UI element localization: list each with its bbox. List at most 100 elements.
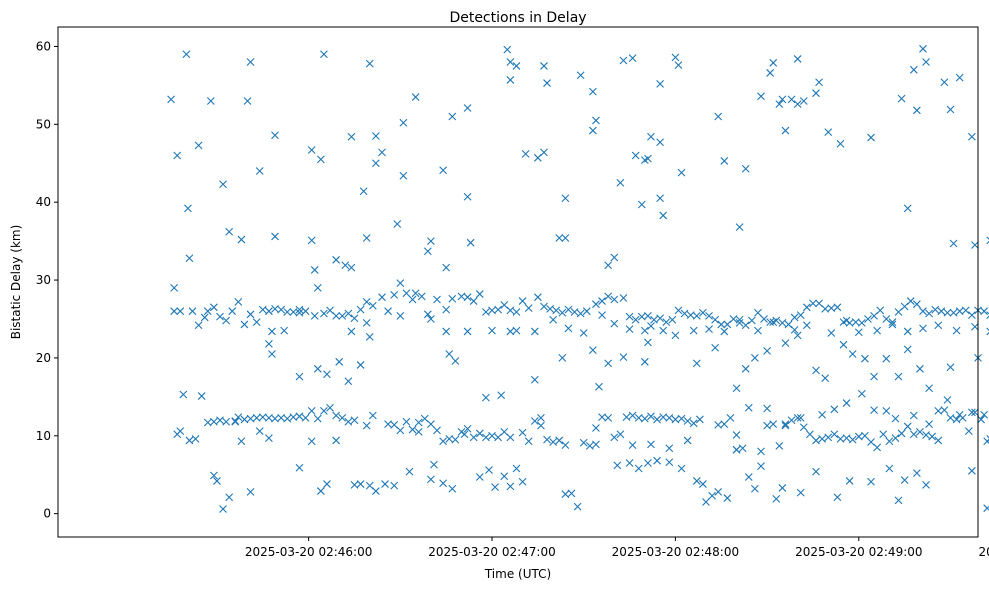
data-point	[619, 353, 628, 362]
data-point	[971, 408, 979, 417]
data-point	[393, 220, 402, 228]
data-point	[365, 59, 374, 68]
data-point	[362, 297, 371, 306]
data-point	[769, 58, 778, 67]
data-point	[983, 504, 989, 513]
data-point	[824, 433, 833, 442]
data-point	[246, 487, 255, 496]
data-point	[307, 437, 316, 446]
data-point	[307, 146, 316, 154]
data-point	[295, 305, 304, 314]
data-point	[916, 427, 924, 436]
data-point	[295, 372, 304, 381]
data-point	[741, 364, 750, 373]
data-point	[766, 318, 775, 326]
data-point	[671, 331, 680, 340]
data-point	[977, 415, 985, 424]
data-point	[543, 435, 551, 444]
data-point	[442, 263, 451, 272]
data-point	[265, 340, 273, 348]
data-point	[625, 459, 634, 467]
data-point	[763, 404, 771, 413]
data-point	[506, 306, 515, 315]
data-point	[488, 326, 496, 335]
y-tick-label: 60	[36, 39, 51, 53]
data-point	[610, 319, 619, 328]
data-point	[653, 415, 661, 424]
data-point	[518, 477, 527, 486]
data-point	[799, 423, 808, 432]
data-point	[576, 309, 585, 318]
data-point	[604, 359, 613, 368]
data-point	[616, 178, 625, 187]
data-point	[540, 148, 548, 157]
data-point	[717, 320, 726, 329]
x-axis-label: Time (UTC)	[484, 567, 551, 581]
data-point	[894, 496, 903, 505]
data-point	[301, 413, 310, 422]
data-point	[741, 321, 750, 330]
data-point	[735, 318, 744, 327]
data-point	[185, 254, 194, 263]
data-point	[350, 416, 359, 425]
data-point	[598, 311, 606, 319]
data-point	[644, 338, 652, 347]
data-point	[518, 428, 527, 437]
data-point	[986, 435, 989, 443]
data-point	[604, 292, 613, 301]
data-point	[610, 295, 619, 304]
data-point	[512, 308, 521, 316]
data-point	[423, 247, 432, 256]
data-point	[604, 413, 613, 422]
data-point	[255, 427, 264, 435]
data-point	[237, 437, 246, 446]
data-point	[937, 307, 946, 316]
data-point	[934, 321, 943, 330]
data-point	[763, 421, 771, 430]
data-point	[350, 480, 359, 489]
data-point	[546, 304, 554, 313]
data-point	[848, 435, 857, 444]
data-point	[821, 374, 830, 383]
data-point	[231, 417, 240, 426]
data-point	[726, 413, 735, 422]
data-point	[561, 234, 570, 242]
data-point	[555, 234, 564, 242]
data-point	[433, 426, 441, 435]
data-point	[530, 375, 539, 384]
data-point	[362, 318, 371, 327]
data-point	[790, 313, 799, 322]
data-point	[659, 326, 668, 335]
data-point	[619, 56, 628, 65]
data-point	[384, 420, 392, 428]
data-point	[521, 150, 530, 158]
data-point	[338, 311, 347, 320]
data-point	[922, 480, 930, 489]
data-point	[350, 314, 359, 323]
data-point	[231, 417, 240, 425]
data-point	[949, 239, 958, 248]
data-point	[335, 357, 344, 366]
data-point	[695, 415, 704, 424]
data-point	[912, 300, 921, 309]
marker-layer	[167, 44, 989, 513]
data-point	[359, 187, 368, 196]
data-point	[812, 366, 820, 375]
data-point	[689, 419, 698, 428]
data-point	[170, 283, 179, 292]
data-point	[194, 141, 203, 150]
data-point	[952, 415, 961, 424]
data-point	[827, 329, 836, 337]
data-point	[916, 364, 924, 373]
data-point	[265, 434, 273, 443]
data-point	[277, 305, 286, 314]
data-point	[503, 45, 512, 54]
data-point	[754, 308, 762, 317]
data-point	[836, 139, 845, 148]
plot-frame	[57, 26, 979, 538]
data-point	[448, 112, 457, 121]
x-tick-label: 2025-03-20 02:47:00	[428, 545, 555, 559]
data-point	[692, 311, 701, 320]
data-point	[946, 413, 955, 422]
data-point	[427, 420, 435, 428]
